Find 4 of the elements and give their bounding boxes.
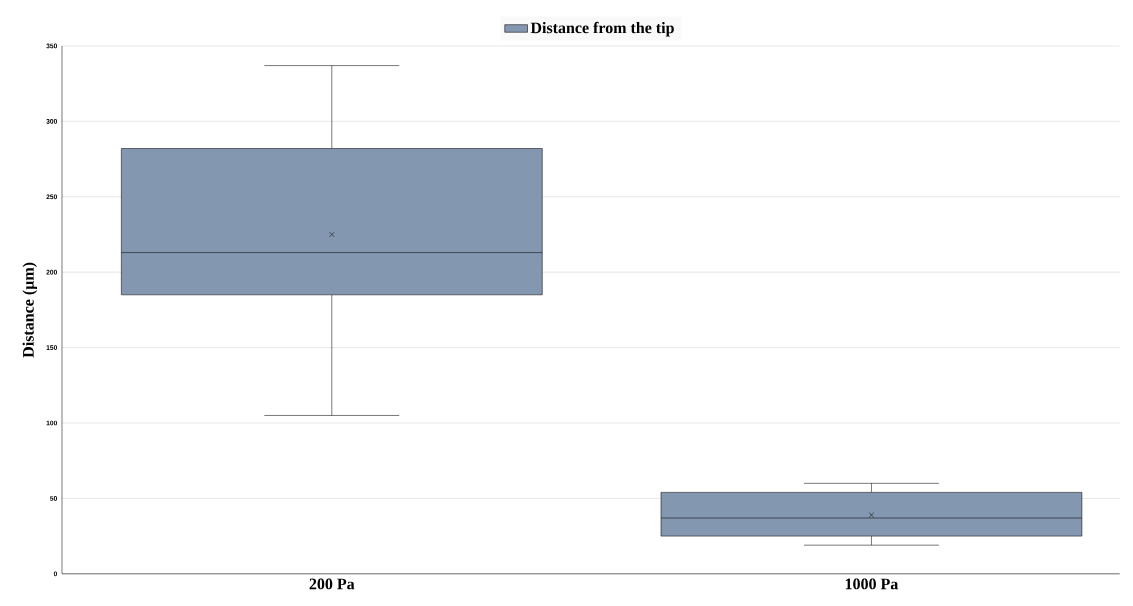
x-tick-label: 200 Pa — [309, 578, 355, 590]
x-tick-label: 1000 Pa — [845, 578, 899, 590]
legend-label: Distance from the tip — [530, 21, 674, 37]
y-axis-title: Distance (µm) — [22, 262, 38, 358]
